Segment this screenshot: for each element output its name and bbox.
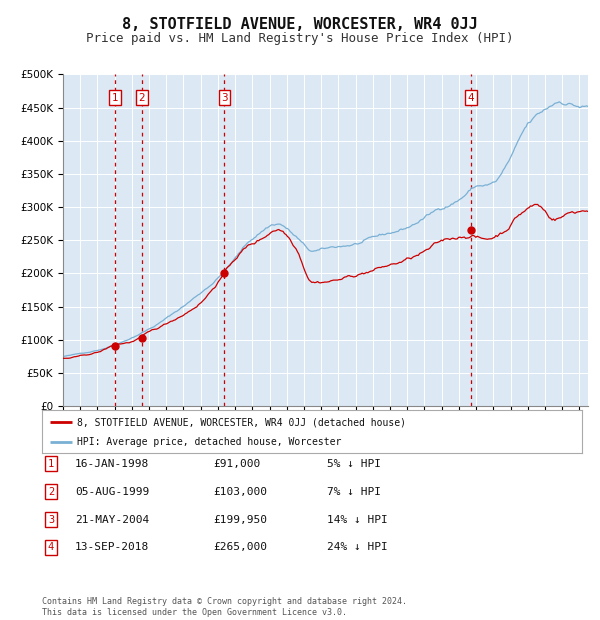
Text: Contains HM Land Registry data © Crown copyright and database right 2024.
This d: Contains HM Land Registry data © Crown c… bbox=[42, 598, 407, 617]
Text: 16-JAN-1998: 16-JAN-1998 bbox=[75, 459, 149, 469]
Text: 21-MAY-2004: 21-MAY-2004 bbox=[75, 515, 149, 525]
Text: 1: 1 bbox=[48, 459, 54, 469]
Text: 4: 4 bbox=[48, 542, 54, 552]
Text: HPI: Average price, detached house, Worcester: HPI: Average price, detached house, Worc… bbox=[77, 437, 341, 447]
Text: 7% ↓ HPI: 7% ↓ HPI bbox=[327, 487, 381, 497]
Text: 05-AUG-1999: 05-AUG-1999 bbox=[75, 487, 149, 497]
Text: 3: 3 bbox=[48, 515, 54, 525]
Text: 24% ↓ HPI: 24% ↓ HPI bbox=[327, 542, 388, 552]
Text: 2: 2 bbox=[48, 487, 54, 497]
Text: Price paid vs. HM Land Registry's House Price Index (HPI): Price paid vs. HM Land Registry's House … bbox=[86, 32, 514, 45]
Text: £103,000: £103,000 bbox=[213, 487, 267, 497]
Text: 14% ↓ HPI: 14% ↓ HPI bbox=[327, 515, 388, 525]
Text: £265,000: £265,000 bbox=[213, 542, 267, 552]
Text: 3: 3 bbox=[221, 92, 228, 103]
Text: 4: 4 bbox=[468, 92, 475, 103]
Text: 2: 2 bbox=[139, 92, 145, 103]
Text: 13-SEP-2018: 13-SEP-2018 bbox=[75, 542, 149, 552]
Text: 8, STOTFIELD AVENUE, WORCESTER, WR4 0JJ (detached house): 8, STOTFIELD AVENUE, WORCESTER, WR4 0JJ … bbox=[77, 417, 406, 427]
Text: £91,000: £91,000 bbox=[213, 459, 260, 469]
Text: 1: 1 bbox=[112, 92, 119, 103]
Text: £199,950: £199,950 bbox=[213, 515, 267, 525]
Text: 8, STOTFIELD AVENUE, WORCESTER, WR4 0JJ: 8, STOTFIELD AVENUE, WORCESTER, WR4 0JJ bbox=[122, 17, 478, 32]
Text: 5% ↓ HPI: 5% ↓ HPI bbox=[327, 459, 381, 469]
